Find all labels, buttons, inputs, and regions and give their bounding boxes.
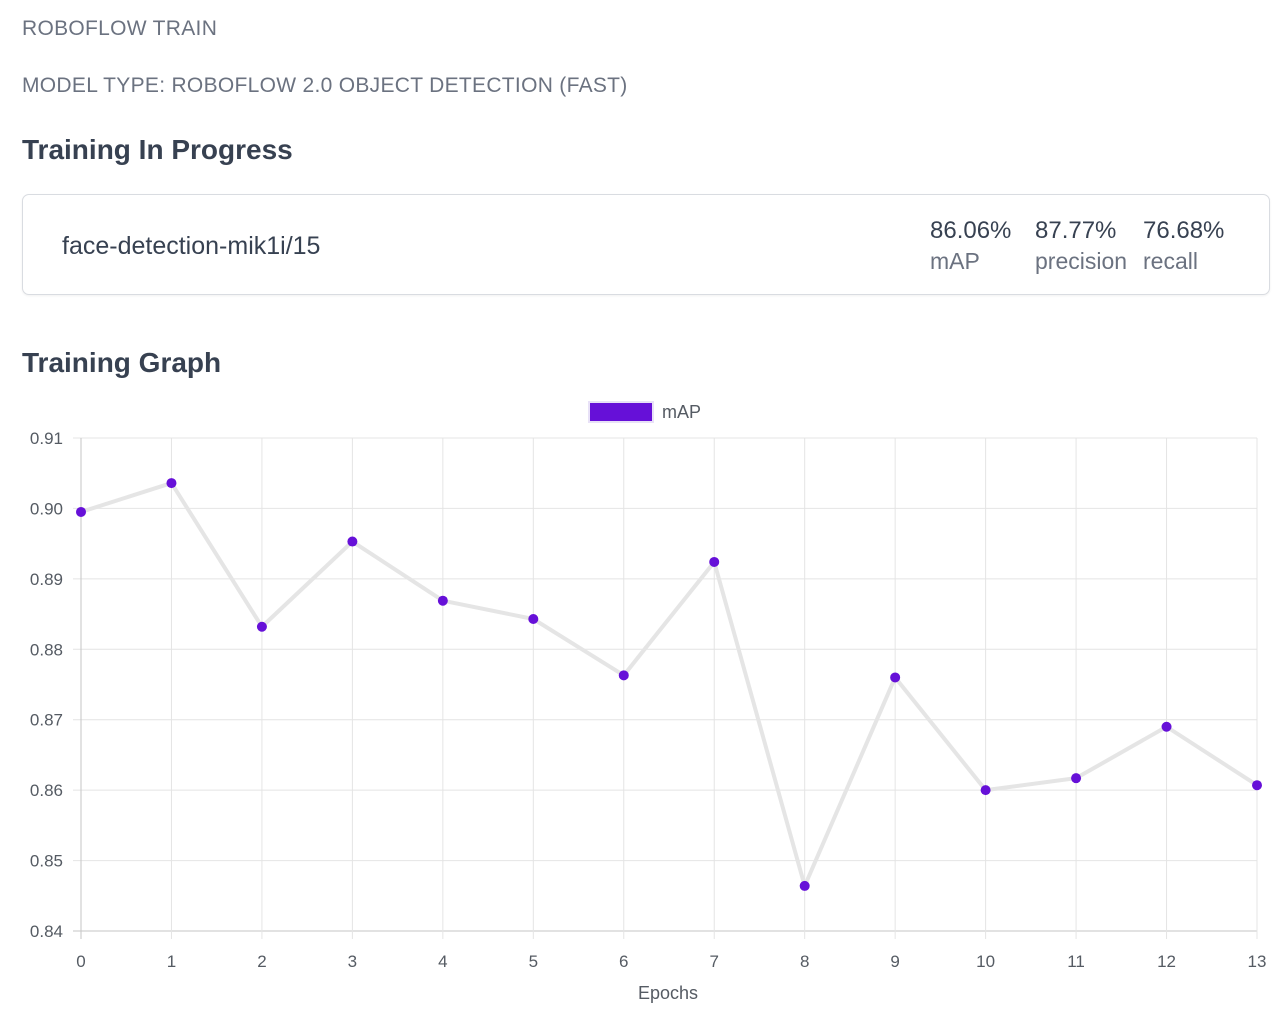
data-point[interactable] <box>347 536 358 547</box>
data-point[interactable] <box>437 595 448 606</box>
series-line-segment <box>531 617 626 678</box>
chart-grid <box>73 437 1258 939</box>
metric-map-value: 86.06% <box>930 217 1012 244</box>
x-tick-label: 4 <box>438 952 447 971</box>
x-tick-label: 3 <box>348 952 357 971</box>
app-name: ROBOFLOW TRAIN <box>22 17 218 40</box>
training-graph-chart: 0.840.850.860.870.880.890.900.910 1 2 3 4 5 6 7… <box>30 401 1267 1003</box>
x-tick-label: 9 <box>890 952 899 971</box>
x-tick-label: 5 <box>529 952 538 971</box>
chart-axes: 0.840.850.860.870.880.890.900.910 1 2 3 4 5 6 7… <box>30 429 1267 971</box>
y-tick-label: 0.87 <box>30 711 63 730</box>
y-tick-label: 0.84 <box>30 922 63 941</box>
y-tick-label: 0.85 <box>30 852 63 871</box>
metric-precision-value: 87.77% <box>1035 217 1117 244</box>
data-point[interactable] <box>980 785 991 796</box>
training-graph-title: Training Graph <box>22 347 222 378</box>
legend-swatch-map[interactable] <box>588 401 654 423</box>
metric-recall-value: 76.68% <box>1143 217 1225 244</box>
data-point[interactable] <box>618 670 629 681</box>
y-tick-label: 0.90 <box>30 499 63 518</box>
data-point[interactable] <box>890 672 901 683</box>
data-point[interactable] <box>799 880 810 891</box>
legend-label-map[interactable]: mAP <box>662 402 701 422</box>
x-tick-label: 2 <box>257 952 266 971</box>
series-line-segment <box>259 539 355 629</box>
metric-recall-label: recall <box>1143 248 1198 274</box>
x-tick-label: 8 <box>800 952 809 971</box>
series-line-segment <box>440 598 536 622</box>
metric-precision: 87.77% precision <box>1035 216 1127 276</box>
x-tick-label: 10 <box>976 952 995 971</box>
model-type-label: MODEL TYPE: ROBOFLOW 2.0 OBJECT DETECTIO… <box>22 74 628 97</box>
chart-series-lines <box>79 481 1259 888</box>
data-point[interactable] <box>76 506 86 517</box>
series-line-segment <box>169 481 264 629</box>
series-line-segment <box>712 559 807 888</box>
y-tick-label: 0.91 <box>30 429 63 448</box>
series-line-segment <box>1074 724 1169 781</box>
series-line-segment <box>621 559 717 678</box>
data-point[interactable] <box>528 614 539 625</box>
series-line-segment <box>802 675 898 888</box>
chart-legend[interactable]: mAP <box>588 401 701 423</box>
metric-recall: 76.68% recall <box>1143 216 1224 276</box>
data-point[interactable] <box>166 478 177 489</box>
x-tick-label: 13 <box>1248 952 1267 971</box>
series-line-segment <box>983 776 1079 793</box>
x-tick-label: 6 <box>619 952 628 971</box>
metric-map: 86.06% mAP <box>930 216 1011 276</box>
chart-data-points <box>76 478 1262 891</box>
data-point[interactable] <box>709 556 720 567</box>
data-point[interactable] <box>256 621 267 632</box>
x-tick-label: 11 <box>1067 952 1085 971</box>
data-point[interactable] <box>1161 721 1172 732</box>
x-axis-title: Epochs <box>638 983 698 1003</box>
metric-precision-label: precision <box>1035 248 1128 274</box>
y-tick-label: 0.88 <box>30 640 63 659</box>
metric-map-label: mAP <box>930 248 980 274</box>
data-point[interactable] <box>1252 780 1262 791</box>
model-name: face-detection-mik1i/15 <box>62 232 321 260</box>
series-line-segment <box>350 539 445 603</box>
x-tick-label: 0 <box>76 952 85 971</box>
x-tick-label: 1 <box>167 952 176 971</box>
model-card[interactable]: face-detection-mik1i/15 86.06% mAP 87.77… <box>22 194 1270 295</box>
training-in-progress-title: Training In Progress <box>22 134 293 165</box>
y-tick-label: 0.89 <box>30 570 63 589</box>
data-point[interactable] <box>1071 773 1082 784</box>
x-tick-label: 7 <box>709 952 718 971</box>
series-line-segment <box>79 481 174 514</box>
x-tick-label: 12 <box>1157 952 1176 971</box>
y-tick-label: 0.86 <box>30 781 63 800</box>
series-line-segment <box>893 675 988 793</box>
series-line-segment <box>1164 724 1259 788</box>
